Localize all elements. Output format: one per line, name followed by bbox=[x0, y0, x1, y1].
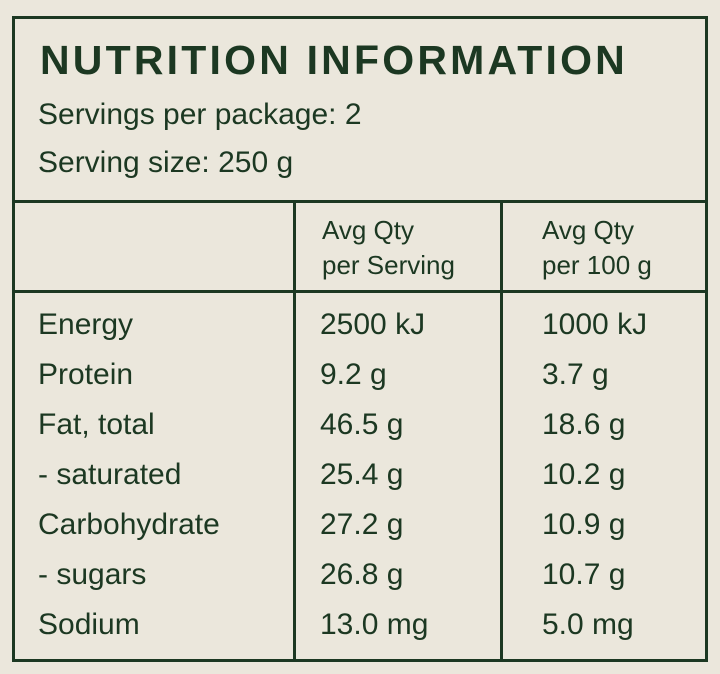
column-header: Avg Qty bbox=[542, 215, 635, 245]
nutrient-value: 2500 kJ bbox=[320, 308, 426, 341]
nutrient-value: 25.4 g bbox=[320, 458, 404, 491]
nutrient-value: 46.5 g bbox=[320, 408, 404, 441]
column-line bbox=[500, 200, 503, 662]
nutrient-value: 10.9 g bbox=[542, 508, 626, 541]
nutrient-name: - saturated bbox=[38, 458, 182, 491]
nutrient-name: Protein bbox=[38, 358, 134, 391]
column-header: per 100 g bbox=[542, 250, 652, 280]
nutrient-value: 18.6 g bbox=[542, 408, 626, 441]
title: NUTRITION INFORMATION bbox=[40, 37, 628, 83]
nutrient-value: 27.2 g bbox=[320, 508, 404, 541]
nutrient-name: Energy bbox=[38, 308, 134, 341]
outer-border bbox=[12, 16, 708, 662]
nutrient-name: - sugars bbox=[38, 558, 147, 591]
nutrient-value: 5.0 mg bbox=[542, 608, 634, 641]
column-line bbox=[293, 200, 296, 662]
column-header: Avg Qty bbox=[322, 215, 415, 245]
divider bbox=[12, 200, 708, 203]
column-header: per Serving bbox=[322, 250, 455, 280]
nutrient-name: Carbohydrate bbox=[38, 508, 220, 541]
divider bbox=[12, 290, 708, 293]
nutrient-value: 3.7 g bbox=[542, 358, 609, 391]
nutrient-value: 26.8 g bbox=[320, 558, 404, 591]
nutrient-name: Fat, total bbox=[38, 408, 155, 441]
serving-size: Serving size: 250 g bbox=[38, 146, 294, 179]
nutrient-name: Sodium bbox=[38, 608, 140, 641]
nutrient-value: 1000 kJ bbox=[542, 308, 648, 341]
nutrient-value: 9.2 g bbox=[320, 358, 387, 391]
nutrient-value: 10.7 g bbox=[542, 558, 626, 591]
servings: Servings per package: 2 bbox=[38, 98, 362, 131]
nutrient-value: 10.2 g bbox=[542, 458, 626, 491]
nutrient-value: 13.0 mg bbox=[320, 608, 429, 641]
